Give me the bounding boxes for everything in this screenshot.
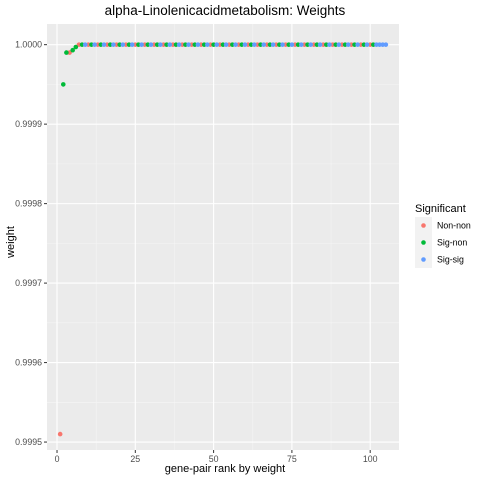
point-sig-sig [317, 42, 323, 47]
point-sig-sig [252, 42, 257, 47]
point-sig-sig [92, 42, 97, 47]
point-sig-sig [167, 42, 173, 47]
point-sig-sig [186, 42, 191, 47]
point-sig-sig [242, 42, 248, 47]
point-sig-sig [101, 42, 107, 47]
point-sig-sig [176, 42, 182, 47]
legend-label-sig-sig: Sig-sig [437, 255, 464, 265]
x-tick-label: 75 [287, 454, 297, 464]
point-sig-sig [214, 42, 220, 47]
point-sig-non [70, 47, 75, 53]
point-sig-sig [308, 42, 313, 47]
y-tick-label: 1.0000 [15, 40, 42, 50]
data-points [57, 42, 389, 437]
point-sig-sig [364, 42, 370, 47]
point-sig-sig [205, 42, 210, 47]
point-sig-sig [289, 42, 295, 47]
x-tick-label: 100 [363, 454, 378, 464]
point-sig-sig [158, 42, 163, 47]
legend-title: Significant [415, 203, 466, 215]
point-sig-non [73, 44, 79, 50]
point-sig-sig [148, 42, 154, 47]
legend-label-non-non: Non-non [437, 221, 471, 231]
point-sig-sig [82, 42, 88, 47]
point-sig-sig [355, 42, 360, 47]
point-sig-sig [280, 42, 285, 47]
point-sig-sig [336, 42, 342, 47]
point-sig-sig [195, 42, 201, 47]
point-sig-sig [270, 42, 276, 47]
point-sig-sig [233, 42, 238, 47]
point-sig-sig [120, 42, 126, 47]
x-axis: 0 25 50 75 100 [55, 450, 378, 464]
y-axis-title: weight [5, 226, 17, 259]
legend-marker-sig-non [421, 240, 426, 245]
point-sig-sig [383, 42, 389, 47]
point-sig-sig [111, 42, 116, 47]
y-tick-label: 0.9995 [15, 437, 42, 447]
point-sig-sig [327, 42, 332, 47]
y-tick-label: 0.9998 [15, 199, 42, 209]
y-tick-label: 0.9999 [15, 119, 42, 129]
point-sig-non [64, 50, 69, 55]
legend-marker-non-non [421, 223, 426, 228]
x-tick-label: 50 [209, 454, 219, 464]
point-sig-sig [298, 42, 304, 47]
major-gridlines [47, 24, 399, 450]
point-non-non [57, 431, 63, 437]
point-sig-sig [261, 42, 267, 47]
minor-gridlines [47, 24, 399, 450]
chart-title: alpha-Linolenicacidmetabolism: Weights [105, 3, 346, 18]
plot-panel [47, 24, 399, 450]
point-sig-sig [223, 42, 229, 47]
legend: Significant Non-non Sig-non Sig-sig [415, 203, 471, 268]
point-sig-non [60, 82, 66, 87]
x-tick-label: 25 [130, 454, 140, 464]
y-tick-label: 0.9996 [15, 358, 42, 368]
legend-marker-sig-sig [421, 257, 426, 262]
y-axis: 0.9995 0.9996 0.9997 0.9998 0.9999 1.0000 [15, 40, 47, 447]
y-tick-label: 0.9997 [15, 278, 42, 288]
x-axis-title: gene-pair rank by weight [165, 463, 285, 475]
point-sig-sig [345, 42, 351, 47]
legend-label-sig-non: Sig-non [437, 238, 467, 248]
point-sig-sig [129, 42, 135, 47]
x-tick-label: 0 [55, 454, 60, 464]
point-sig-sig [139, 42, 144, 47]
